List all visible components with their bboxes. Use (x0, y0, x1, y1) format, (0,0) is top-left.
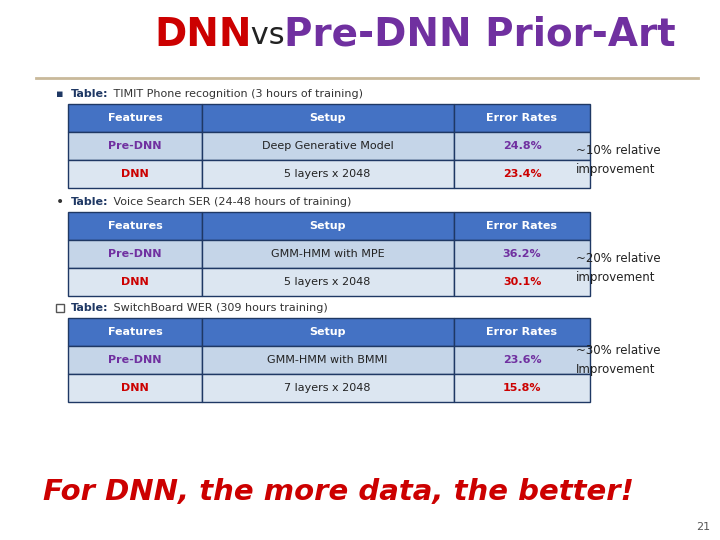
Text: For DNN, the more data, the better!: For DNN, the more data, the better! (43, 478, 634, 506)
Text: vs.: vs. (241, 21, 305, 50)
Text: Features: Features (107, 327, 163, 337)
Text: Setup: Setup (310, 221, 346, 231)
Bar (202, 346, 454, 374)
Bar (68, 212, 202, 240)
Text: TIMIT Phone recognition (3 hours of training): TIMIT Phone recognition (3 hours of trai… (110, 89, 364, 99)
Bar (68, 346, 202, 374)
Text: GMM-HMM with MPE: GMM-HMM with MPE (271, 249, 384, 259)
Bar (454, 212, 590, 240)
Text: Error Rates: Error Rates (487, 327, 557, 337)
Text: 30.1%: 30.1% (503, 277, 541, 287)
Bar (68, 132, 202, 160)
Text: 36.2%: 36.2% (503, 249, 541, 259)
Bar (202, 132, 454, 160)
Text: Deep Generative Model: Deep Generative Model (262, 141, 393, 151)
Text: Error Rates: Error Rates (487, 221, 557, 231)
Text: DNN: DNN (155, 16, 252, 54)
Text: Error Rates: Error Rates (487, 113, 557, 123)
Bar (454, 240, 590, 268)
Bar (454, 268, 590, 296)
Bar (454, 318, 590, 346)
Text: GMM-HMM with BMMI: GMM-HMM with BMMI (267, 355, 388, 365)
Text: ▪: ▪ (56, 89, 63, 99)
Bar (454, 160, 590, 188)
Bar (202, 268, 454, 296)
Text: 7 layers x 2048: 7 layers x 2048 (284, 383, 371, 393)
Bar (202, 160, 454, 188)
Text: Table:: Table: (71, 89, 108, 99)
Bar (68, 160, 202, 188)
Text: 23.6%: 23.6% (503, 355, 541, 365)
Text: 21: 21 (696, 522, 710, 532)
Text: Pre-DNN: Pre-DNN (108, 249, 162, 259)
Text: SwitchBoard WER (309 hours training): SwitchBoard WER (309 hours training) (110, 303, 328, 313)
Text: ~20% relative
improvement: ~20% relative improvement (576, 252, 661, 284)
Text: DNN: DNN (121, 277, 149, 287)
Bar (68, 318, 202, 346)
Text: Voice Search SER (24-48 hours of training): Voice Search SER (24-48 hours of trainin… (110, 197, 352, 207)
Text: 5 layers x 2048: 5 layers x 2048 (284, 169, 371, 179)
Text: Table:: Table: (71, 197, 108, 207)
Text: Table:: Table: (71, 303, 108, 313)
Text: 5 layers x 2048: 5 layers x 2048 (284, 277, 371, 287)
Text: ~10% relative
improvement: ~10% relative improvement (576, 144, 661, 176)
Text: Setup: Setup (310, 113, 346, 123)
Text: DNN: DNN (121, 169, 149, 179)
Text: 23.4%: 23.4% (503, 169, 541, 179)
Text: •: • (56, 195, 64, 209)
Bar (202, 240, 454, 268)
Bar (68, 268, 202, 296)
Bar (454, 132, 590, 160)
Bar (202, 104, 454, 132)
Text: Features: Features (107, 221, 163, 231)
Text: Pre-DNN: Pre-DNN (108, 141, 162, 151)
Bar (202, 374, 454, 402)
Bar (68, 374, 202, 402)
Bar (454, 104, 590, 132)
Bar (202, 318, 454, 346)
Text: Features: Features (107, 113, 163, 123)
Text: Pre-DNN: Pre-DNN (108, 355, 162, 365)
Bar (56, 304, 64, 312)
Bar (454, 374, 590, 402)
Bar (68, 104, 202, 132)
Text: 15.8%: 15.8% (503, 383, 541, 393)
Text: 24.8%: 24.8% (503, 141, 541, 151)
Text: ~30% relative
Improvement: ~30% relative Improvement (576, 344, 660, 376)
Text: Setup: Setup (310, 327, 346, 337)
Text: Pre-DNN Prior-Art: Pre-DNN Prior-Art (284, 16, 676, 54)
Bar (454, 346, 590, 374)
Text: DNN: DNN (121, 383, 149, 393)
Bar (202, 212, 454, 240)
Bar (68, 240, 202, 268)
